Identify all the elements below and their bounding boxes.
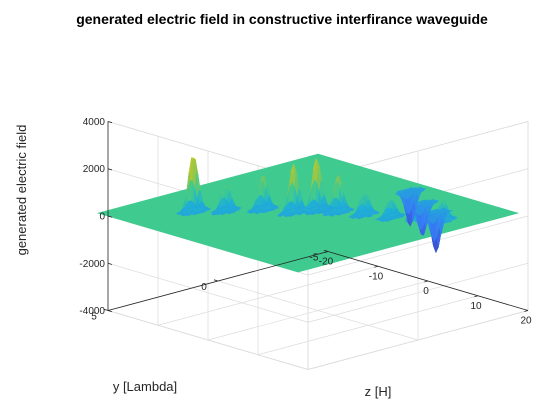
surface-patch [453,216,458,218]
surface-patch [274,205,279,207]
surface-patch [235,206,242,210]
x-tick-label: 0 [423,286,429,297]
v-tick-label: 0 [99,212,105,223]
surface-patch [349,208,355,210]
surface-patch [401,213,406,216]
ticks-layer: -20 -10 0 10 20 -5 0 5-4000 -2000 0 2000 4000 [79,117,532,327]
surface-patch [205,208,211,211]
grid-line-wall-v [307,215,529,276]
y-tick-label: -5 [310,253,319,264]
x-tick-mark [474,295,479,298]
v-tick-label: -2000 [79,259,105,270]
surface-patch [421,188,427,191]
v-tick-mark [107,215,113,218]
y-tick-label: 5 [91,312,97,323]
v-tick-mark [107,121,113,124]
x-tick-mark [524,310,529,312]
x-tick-label: -20 [319,257,334,268]
v-tick-mark [107,168,113,171]
grid-line-wall-v [107,262,309,323]
surface-patch [237,207,242,209]
surface-patch [348,208,355,212]
surface-patch [368,214,374,217]
grid-line-wall-v [107,310,309,370]
surface-patch [447,219,453,223]
surface-patch [235,208,240,211]
surface-patch [400,213,406,217]
x-tick-mark [424,280,429,283]
surface-patch [451,217,457,221]
v-tick-mark [107,262,113,265]
surface-patch [420,189,425,193]
surface-patch [231,210,237,213]
y-axis-label: y [Lambda] [113,379,177,394]
surface-patch [448,210,453,213]
grid-line-wall-v [307,310,529,370]
surface-patch [274,206,280,209]
surface-patch [271,208,277,211]
x-tick-label: 10 [470,301,482,312]
surface-patch [434,200,440,203]
surface-patch [201,210,207,213]
surface-patch [375,211,381,214]
v-tick-label: 4000 [83,117,106,128]
z-axis-label: generated electric field [14,125,29,256]
grid-line-wall-v [307,262,529,323]
chart-title: generated electric field in constructive… [76,11,488,27]
v-tick-mark [107,310,113,313]
y-tick-mark [213,279,219,282]
surface-patch [374,212,380,215]
surface-patch [329,206,334,208]
x-tick-mark [374,265,379,268]
surface-layer [96,153,520,273]
surface-patch [399,215,405,218]
surface-patch [345,210,351,213]
y-tick-mark [103,308,109,311]
grid-line-floor-y [217,280,419,341]
x-axis-label: z [H] [365,384,392,399]
x-tick-label: 20 [520,316,532,327]
v-tick-label: -4000 [79,306,105,317]
y-tick-mark [323,249,329,252]
y-tick-label: 0 [201,282,207,293]
v-tick-label: 2000 [83,164,106,175]
x-tick-label: -10 [369,271,384,282]
surface-patch [328,206,334,209]
surface-patch [433,201,439,204]
surface-patch [206,207,212,210]
